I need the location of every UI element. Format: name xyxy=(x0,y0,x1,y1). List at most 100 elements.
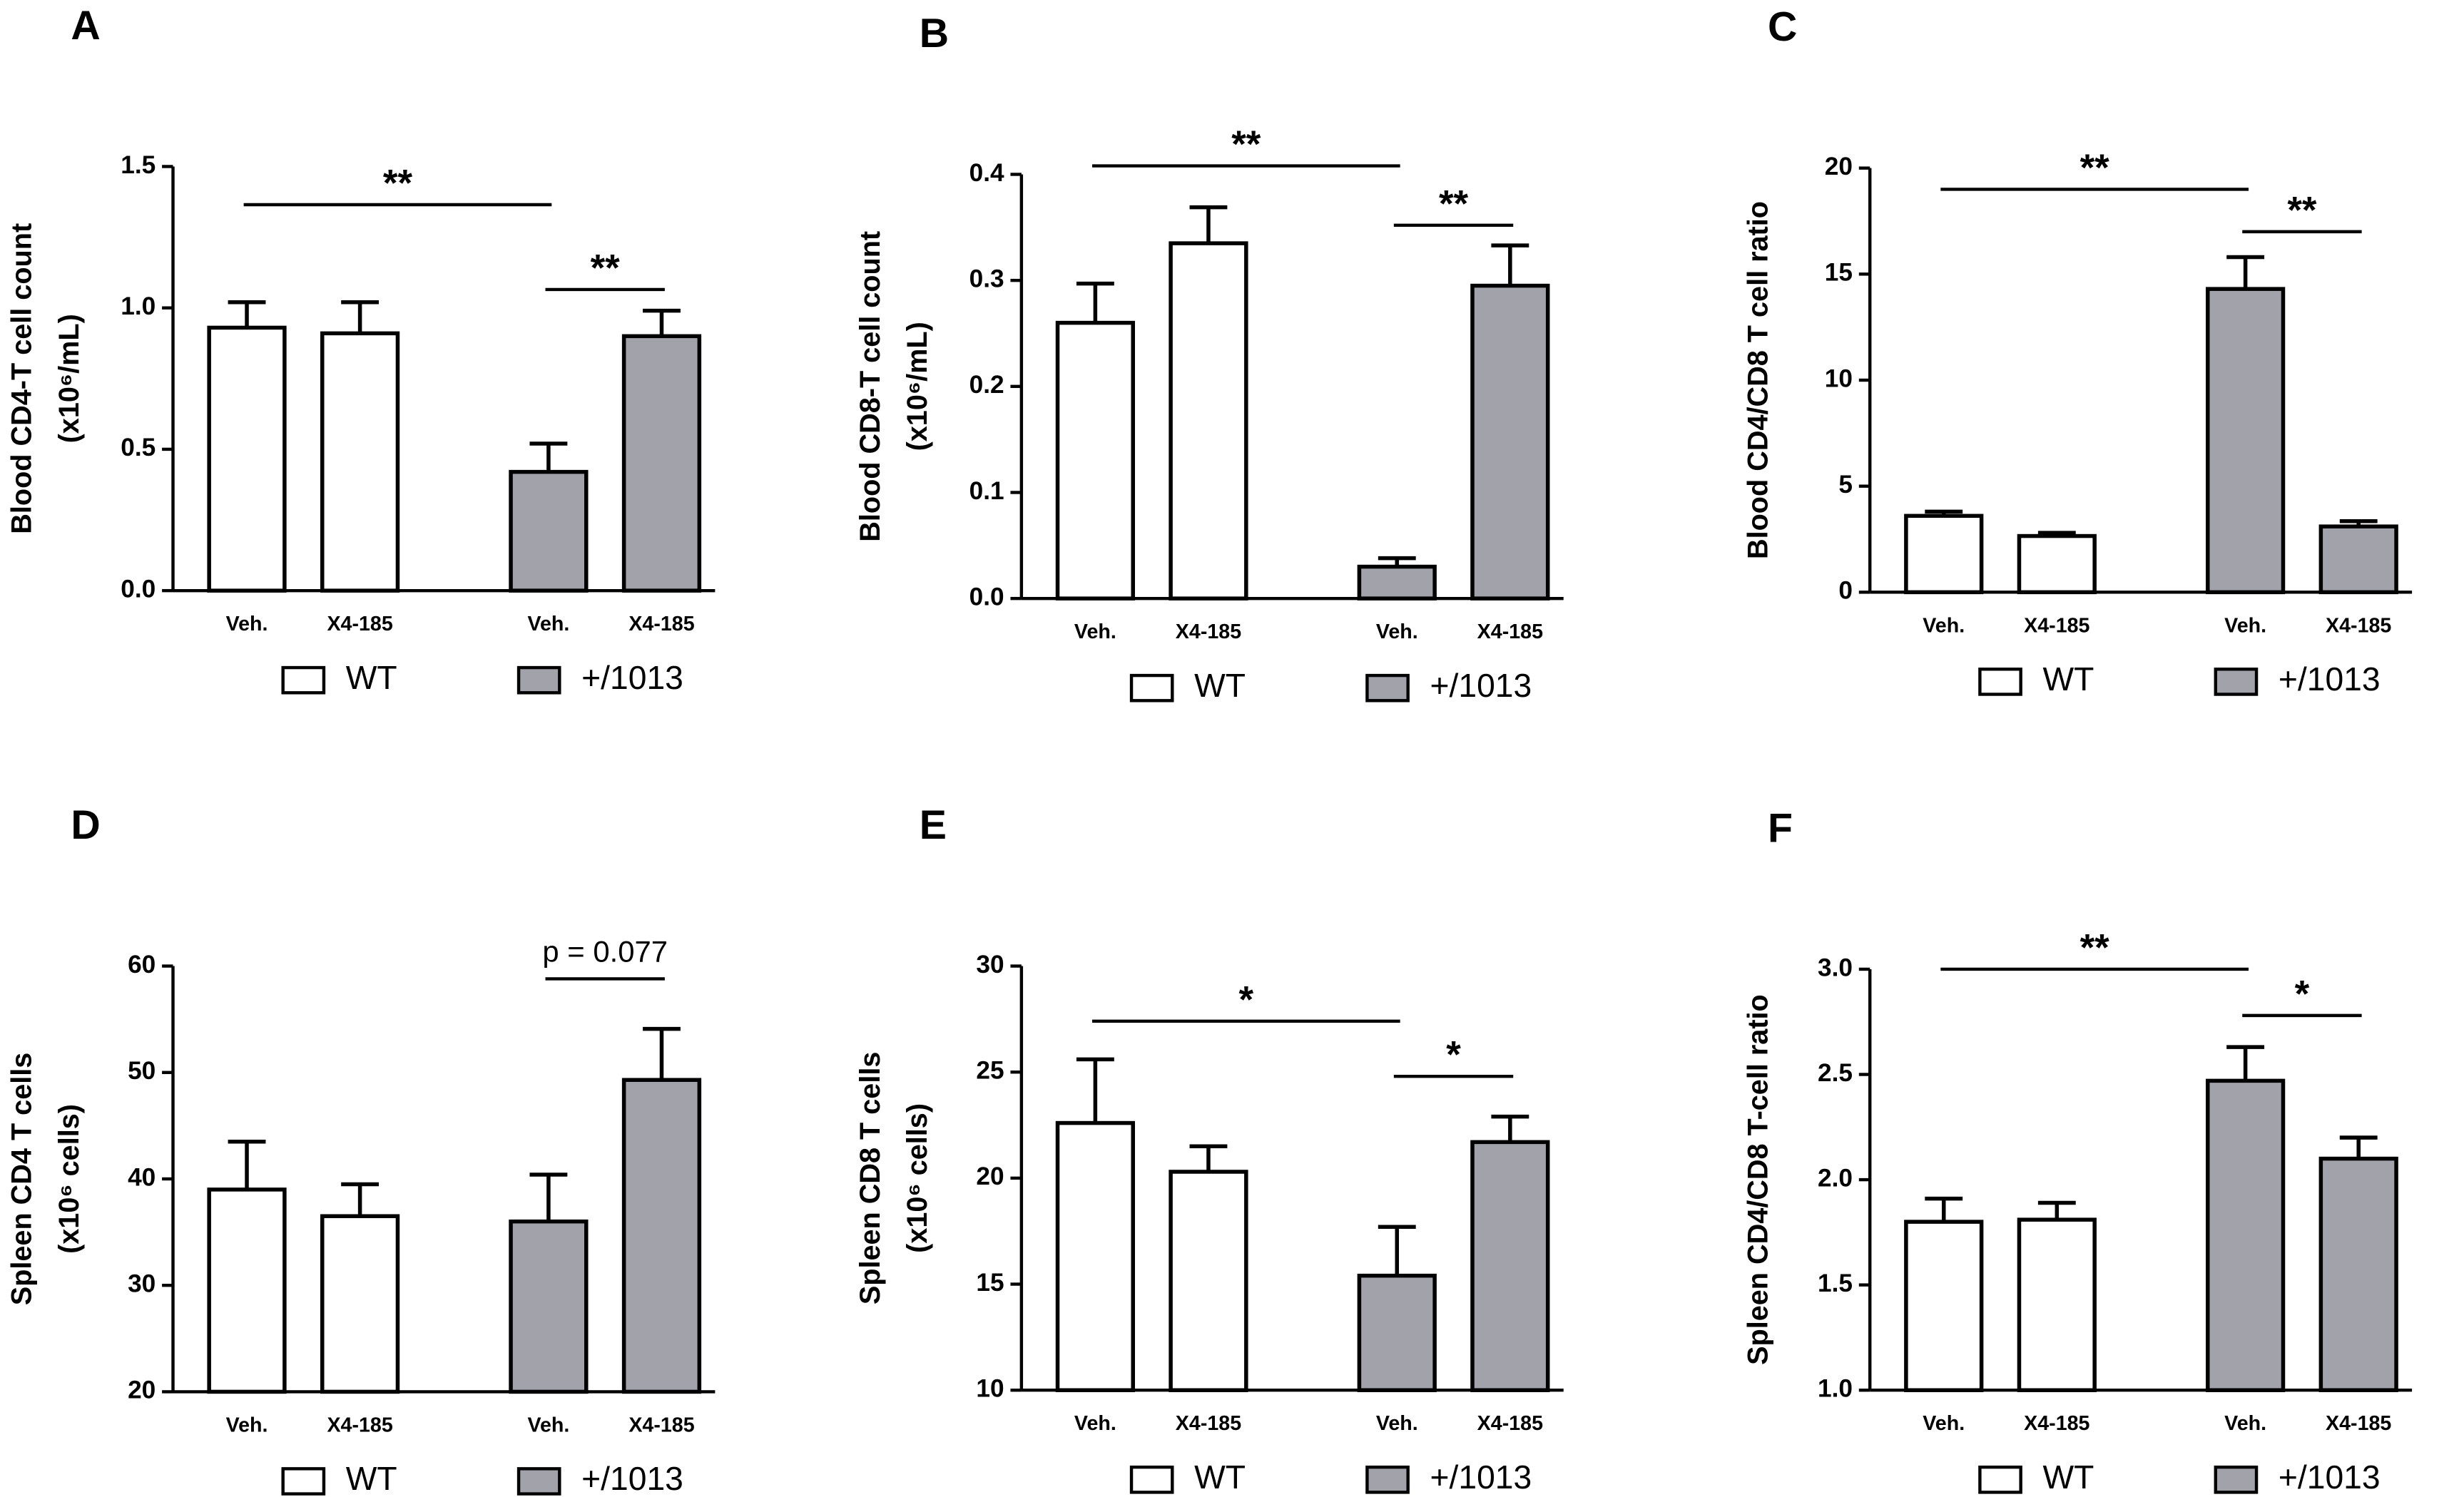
x-tick-label: X4-185 xyxy=(1477,1412,1543,1435)
y-tick-label: 30 xyxy=(976,951,1004,979)
y-tick-label: 60 xyxy=(128,951,156,979)
bar xyxy=(1470,283,1550,601)
x-tick-label: Veh. xyxy=(2224,614,2266,637)
y-axis-label: (x10⁶ cells) xyxy=(902,1103,933,1253)
panel-label: C xyxy=(1768,4,1797,50)
legend-label: WT xyxy=(2042,1458,2094,1496)
x-tick-label: Veh. xyxy=(2224,1412,2266,1435)
panel-label: D xyxy=(71,802,100,848)
x-tick-label: X4-185 xyxy=(2024,1412,2089,1435)
legend-swatch xyxy=(1978,1465,2022,1494)
y-tick-label: 3.0 xyxy=(1818,954,1853,981)
y-tick-label: 0.4 xyxy=(969,159,1004,187)
bar xyxy=(509,469,589,593)
bar xyxy=(1904,514,1984,595)
significance-label: ** xyxy=(591,247,621,289)
legend-label: +/1013 xyxy=(2279,660,2381,698)
y-axis-label: Spleen CD4 T cells xyxy=(6,1053,38,1306)
legend-label: +/1013 xyxy=(581,1460,683,1497)
y-axis-label: Blood CD4-T cell count xyxy=(6,223,38,534)
x-tick-label: Veh. xyxy=(1923,614,1965,637)
y-tick-label: 0 xyxy=(1838,577,1853,605)
x-tick-label: X4-185 xyxy=(2024,614,2089,637)
y-tick-label: 1.5 xyxy=(1818,1269,1853,1297)
y-tick-label: 30 xyxy=(128,1270,156,1298)
x-tick-label: X4-185 xyxy=(327,613,392,635)
legend-swatch xyxy=(516,665,561,695)
x-tick-label: Veh. xyxy=(1376,1412,1418,1435)
y-tick-label: 20 xyxy=(976,1163,1004,1190)
legend-label: +/1013 xyxy=(1430,1458,1532,1496)
y-axis-label: Blood CD4/CD8 T cell ratio xyxy=(1743,201,1774,559)
legend-swatch xyxy=(2214,668,2259,696)
y-axis-label: Blood CD8-T cell count xyxy=(855,231,886,542)
y-tick-label: 25 xyxy=(976,1057,1004,1085)
legend-swatch xyxy=(1365,1465,1410,1494)
legend-label: +/1013 xyxy=(2279,1458,2381,1496)
bar xyxy=(207,325,287,593)
bar xyxy=(2017,533,2097,595)
x-tick-label: Veh. xyxy=(1074,620,1116,643)
y-axis-label: (x10⁶ cells) xyxy=(54,1104,85,1254)
y-tick-label: 1.5 xyxy=(121,151,156,179)
x-tick-label: Veh. xyxy=(226,1414,268,1436)
bar xyxy=(320,1214,400,1394)
y-tick-label: 40 xyxy=(128,1163,156,1191)
legend-swatch xyxy=(1978,668,2022,696)
y-axis-label: Spleen CD4/CD8 T-cell ratio xyxy=(1743,994,1774,1365)
significance-label: * xyxy=(2295,973,2310,1015)
bar xyxy=(509,1219,589,1394)
bar xyxy=(1357,1273,1437,1392)
bar xyxy=(207,1187,287,1394)
significance-label: p = 0.077 xyxy=(542,934,668,968)
legend-label: WT xyxy=(2042,660,2094,698)
y-axis-label: (x10⁶/mL) xyxy=(54,314,85,443)
significance-label: ** xyxy=(1231,123,1261,165)
significance-label: ** xyxy=(2080,926,2110,969)
x-tick-label: X4-185 xyxy=(327,1414,392,1436)
bar xyxy=(1470,1140,1550,1392)
bar xyxy=(2206,1078,2286,1392)
y-tick-label: 2.0 xyxy=(1818,1164,1853,1192)
x-tick-label: X4-185 xyxy=(2326,614,2391,637)
bar xyxy=(621,1078,702,1394)
bar xyxy=(1169,241,1248,601)
legend-label: WT xyxy=(1194,1458,1246,1496)
significance-label: ** xyxy=(1439,183,1469,225)
y-tick-label: 0.5 xyxy=(121,434,156,461)
y-tick-label: 0.3 xyxy=(969,265,1004,292)
x-tick-label: X4-185 xyxy=(628,1414,694,1436)
legend-swatch xyxy=(516,1467,561,1496)
bar xyxy=(1055,320,1135,601)
x-tick-label: Veh. xyxy=(1074,1412,1116,1435)
significance-label: ** xyxy=(383,163,413,205)
x-tick-label: X4-185 xyxy=(1176,620,1241,643)
legend-label: WT xyxy=(346,659,397,696)
x-tick-label: X4-185 xyxy=(2326,1412,2391,1435)
x-tick-label: Veh. xyxy=(527,1414,569,1436)
significance-label: * xyxy=(1239,979,1254,1021)
x-tick-label: Veh. xyxy=(527,613,569,635)
y-tick-label: 20 xyxy=(1825,153,1853,180)
y-tick-label: 0.2 xyxy=(969,371,1004,399)
y-tick-label: 10 xyxy=(976,1375,1004,1403)
x-tick-label: Veh. xyxy=(1376,620,1418,643)
legend-swatch xyxy=(1365,673,1410,702)
y-tick-label: 15 xyxy=(1825,259,1853,287)
significance-label: * xyxy=(1446,1034,1461,1076)
legend-swatch xyxy=(1129,673,1174,702)
y-tick-label: 1.0 xyxy=(121,292,156,320)
bar xyxy=(621,334,702,593)
legend-label: WT xyxy=(1194,667,1246,704)
bar xyxy=(1357,564,1437,601)
y-axis-label: Spleen CD8 T cells xyxy=(855,1052,886,1305)
panel-label: E xyxy=(920,802,947,848)
y-tick-label: 0.0 xyxy=(121,575,156,603)
bar xyxy=(1169,1170,1248,1392)
legend-label: WT xyxy=(346,1460,397,1497)
legend-swatch xyxy=(2214,1465,2259,1494)
legend-swatch xyxy=(281,1467,326,1496)
bar xyxy=(1904,1220,1984,1392)
bar xyxy=(1055,1120,1135,1392)
